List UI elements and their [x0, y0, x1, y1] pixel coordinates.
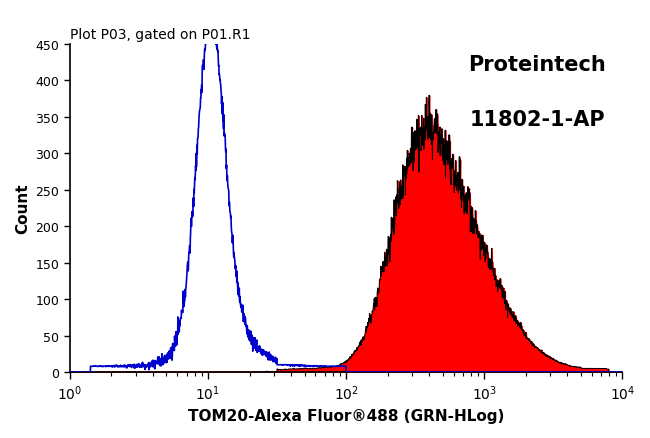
Text: Plot P03, gated on P01.R1: Plot P03, gated on P01.R1: [70, 28, 250, 42]
Text: Proteintech: Proteintech: [468, 54, 606, 74]
Y-axis label: Count: Count: [15, 183, 30, 233]
X-axis label: TOM20-Alexa Fluor®488 (GRN-HLog): TOM20-Alexa Fluor®488 (GRN-HLog): [188, 408, 504, 423]
Text: 11802-1-AP: 11802-1-AP: [470, 110, 606, 130]
